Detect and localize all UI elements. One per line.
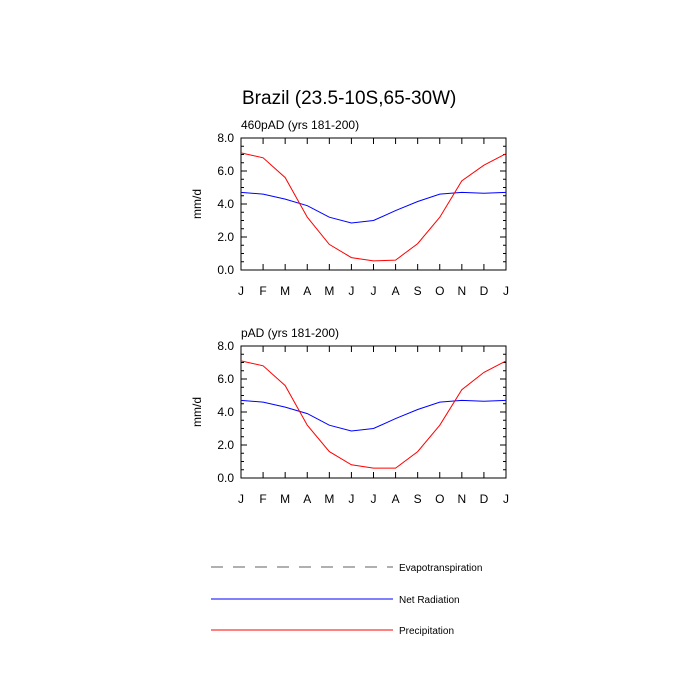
precipitation-line <box>240 360 507 469</box>
x-tick-label: J <box>503 492 509 506</box>
chart-panels: 460pAD (yrs 181-200)0.02.04.06.08.0J F M A M… <box>190 118 509 506</box>
x-tick-label: J <box>348 284 354 298</box>
x-tick-label: N <box>457 284 466 298</box>
x-tick-label: M <box>324 284 334 298</box>
panel-subtitle: 460pAD (yrs 181-200) <box>241 118 359 132</box>
legend-label: Precipitation <box>399 626 454 637</box>
y-tick-label: 8.0 <box>217 131 234 145</box>
x-tick-label: N <box>457 492 466 506</box>
precipitation-line <box>240 152 507 262</box>
x-tick-label: S <box>414 492 422 506</box>
panel-subtitle: pAD (yrs 181-200) <box>241 326 339 340</box>
chart-legend: Evapotranspiration Net Radiation Precipita… <box>211 563 482 637</box>
y-tick-label: 8.0 <box>217 339 234 353</box>
legend-label: Net Radiation <box>399 595 460 606</box>
x-tick-label: D <box>480 492 489 506</box>
y-tick-label: 2.0 <box>217 438 234 452</box>
y-tick-label: 6.0 <box>217 372 234 386</box>
x-tick-label: J <box>238 492 244 506</box>
x-tick-label: A <box>303 492 311 506</box>
x-tick-label: F <box>259 492 266 506</box>
x-tick-label: A <box>392 492 400 506</box>
y-axis-label: mm/d <box>190 189 204 219</box>
x-tick-label: J <box>238 284 244 298</box>
plot-frame <box>240 345 507 479</box>
net-radiation-line <box>240 191 507 224</box>
net-radiation-line <box>240 399 507 432</box>
x-tick-label: O <box>435 492 444 506</box>
x-tick-label: A <box>392 284 400 298</box>
y-tick-label: 0.0 <box>217 263 234 277</box>
x-tick-label: O <box>435 284 444 298</box>
x-tick-label: F <box>259 284 266 298</box>
y-tick-label: 4.0 <box>217 405 234 419</box>
y-tick-label: 0.0 <box>217 471 234 485</box>
x-tick-label: J <box>348 492 354 506</box>
panel-2: pAD (yrs 181-200)0.02.04.06.08.0J F M A M J J A… <box>190 326 509 506</box>
legend-label: Evapotranspiration <box>399 563 482 574</box>
x-tick-label: J <box>371 284 377 298</box>
x-tick-label: J <box>371 492 377 506</box>
x-tick-label: J <box>503 284 509 298</box>
plot-frame <box>240 137 507 271</box>
y-axis-label: mm/d <box>190 397 204 427</box>
y-tick-label: 4.0 <box>217 197 234 211</box>
x-tick-label: A <box>303 284 311 298</box>
y-tick-label: 6.0 <box>217 164 234 178</box>
x-tick-label: M <box>324 492 334 506</box>
x-tick-label: M <box>280 492 290 506</box>
x-tick-label: S <box>414 284 422 298</box>
x-tick-label: D <box>480 284 489 298</box>
x-tick-label: M <box>280 284 290 298</box>
panel-1: 460pAD (yrs 181-200)0.02.04.06.08.0J F M A M… <box>190 118 509 298</box>
chart-title: Brazil (23.5-10S,65-30W) <box>242 88 456 109</box>
y-tick-label: 2.0 <box>217 230 234 244</box>
